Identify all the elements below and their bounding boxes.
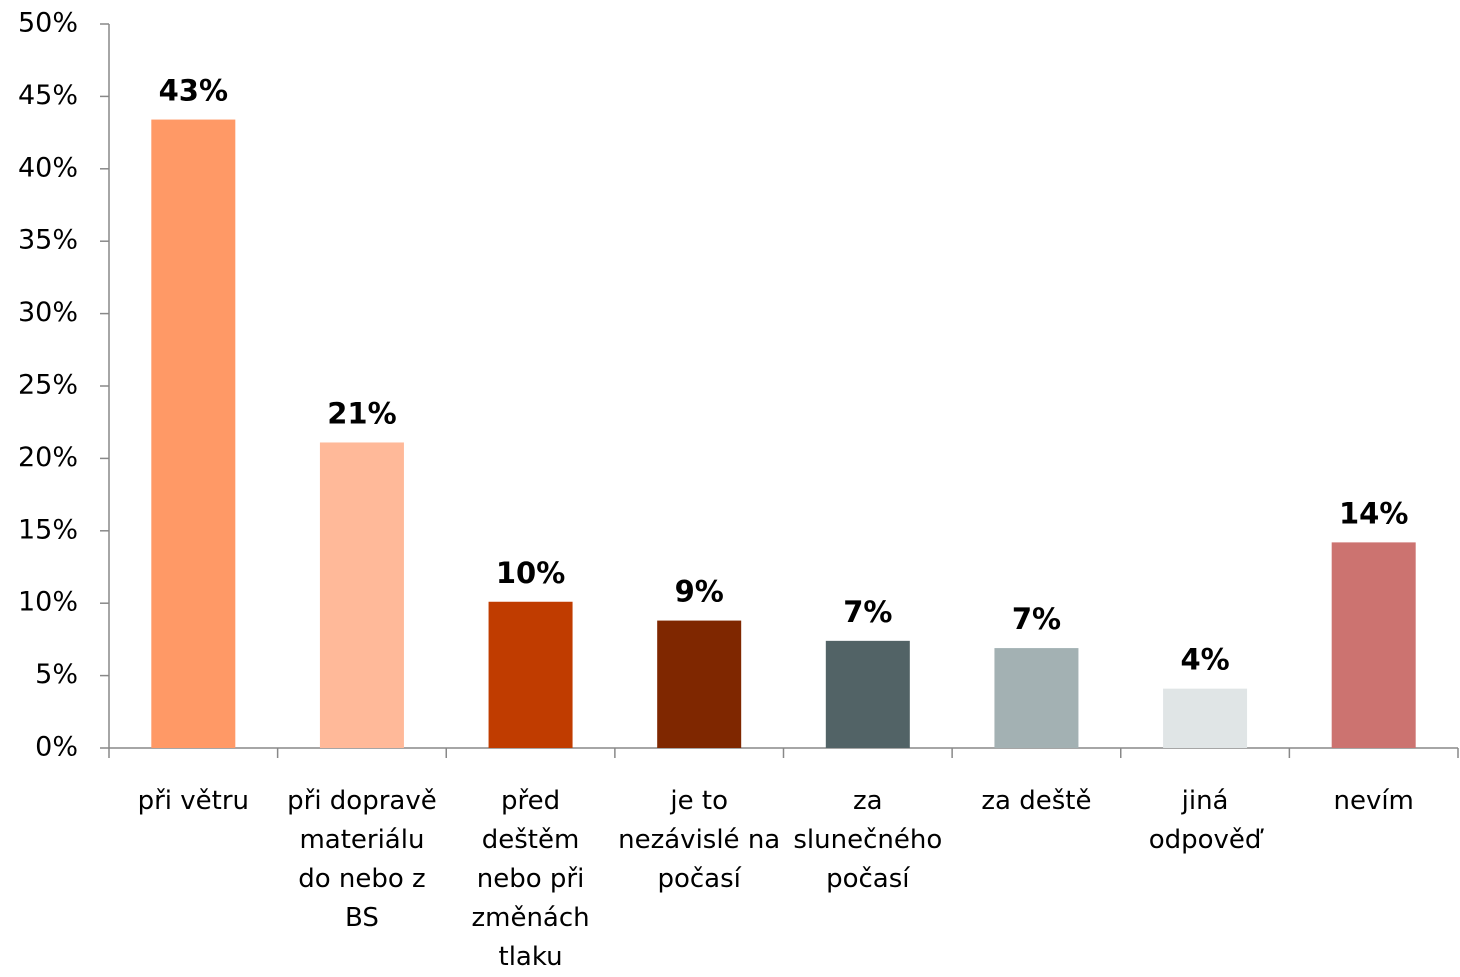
x-tick-label: je to nezávislé na počasí: [618, 786, 781, 894]
value-label: 14%: [1339, 496, 1408, 530]
x-tick-label: za deště: [981, 786, 1092, 816]
x-tick-label: při větru: [137, 786, 250, 816]
y-tick-label: 10%: [18, 587, 78, 618]
y-tick-label: 25%: [18, 370, 78, 401]
y-tick-label: 15%: [18, 514, 78, 545]
y-tick-label: 35%: [18, 225, 78, 256]
x-tick-label: při dopravě materiálu do nebo z BS: [287, 786, 437, 933]
value-label: 4%: [1180, 643, 1229, 677]
value-label: 7%: [843, 595, 892, 629]
y-tick-label: 20%: [18, 442, 78, 473]
value-label: 9%: [675, 575, 724, 609]
x-tick-label: za slunečného počasí: [793, 786, 943, 894]
bar: [488, 601, 573, 748]
x-tick-label: jiná odpověď: [1148, 786, 1262, 855]
bar: [825, 640, 910, 748]
y-tick-label: 45%: [18, 80, 78, 111]
bar: [994, 648, 1079, 748]
y-tick-label: 5%: [35, 659, 78, 690]
value-label: 10%: [496, 556, 565, 590]
value-label: 21%: [327, 396, 396, 430]
x-tick-label: nevím: [1333, 786, 1414, 816]
value-label: 7%: [1012, 602, 1061, 636]
bar: [657, 620, 742, 748]
y-tick-label: 30%: [18, 297, 78, 328]
y-tick-label: 0%: [35, 732, 78, 763]
bar: [1163, 688, 1248, 748]
y-tick-label: 40%: [18, 152, 78, 183]
value-label: 43%: [159, 74, 228, 108]
x-tick-label: před deštěm nebo při změnách tlaku: [471, 786, 590, 972]
bar: [151, 119, 236, 749]
bar: [1331, 542, 1416, 748]
y-tick-label: 50%: [18, 8, 78, 39]
bar: [319, 442, 404, 748]
